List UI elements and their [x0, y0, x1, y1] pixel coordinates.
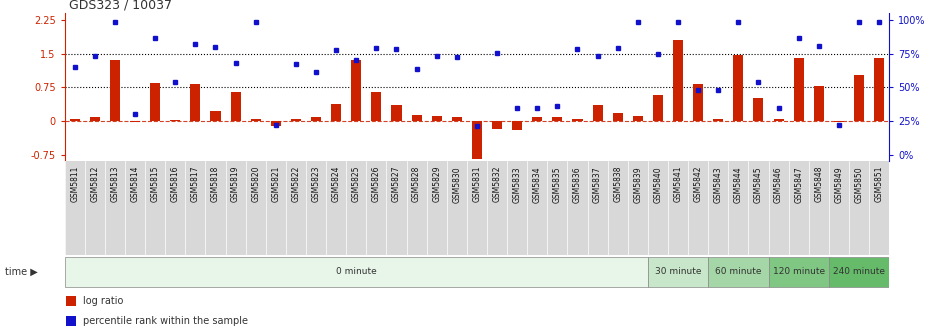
Bar	[513, 121, 522, 130]
Bar	[829, 257, 889, 287]
Bar	[874, 58, 884, 121]
Bar	[271, 121, 281, 126]
Text: 0 minute: 0 minute	[336, 267, 377, 276]
Text: GSM5812: GSM5812	[90, 166, 99, 202]
Bar	[291, 119, 301, 121]
Text: GSM5850: GSM5850	[855, 166, 864, 203]
Bar	[67, 296, 76, 306]
Text: GSM5813: GSM5813	[110, 166, 120, 203]
Text: GSM5828: GSM5828	[412, 166, 421, 202]
Text: percentile rank within the sample: percentile rank within the sample	[83, 316, 248, 326]
Bar	[533, 117, 542, 121]
Text: 240 minute: 240 minute	[833, 267, 885, 276]
Bar	[65, 257, 648, 287]
Bar	[573, 119, 583, 121]
Text: GSM5848: GSM5848	[814, 166, 824, 203]
Text: GSM5814: GSM5814	[130, 166, 140, 203]
Text: GSM5833: GSM5833	[513, 166, 522, 203]
Bar	[814, 86, 824, 121]
Bar	[351, 60, 361, 121]
Text: GSM5836: GSM5836	[573, 166, 582, 203]
Bar	[492, 121, 502, 129]
Text: GDS323 / 10037: GDS323 / 10037	[69, 0, 172, 12]
Text: GSM5826: GSM5826	[372, 166, 381, 203]
Text: GSM5834: GSM5834	[533, 166, 542, 203]
Bar	[251, 119, 261, 121]
Bar	[170, 120, 181, 121]
Text: GSM5818: GSM5818	[211, 166, 220, 202]
Text: 60 minute: 60 minute	[715, 267, 762, 276]
Bar	[67, 316, 76, 326]
Bar	[190, 84, 201, 121]
Bar	[648, 257, 708, 287]
Bar	[432, 117, 441, 121]
Text: GSM5815: GSM5815	[150, 166, 160, 203]
Bar	[632, 116, 643, 121]
Text: GSM5824: GSM5824	[332, 166, 340, 203]
Text: GSM5845: GSM5845	[754, 166, 763, 203]
Bar	[592, 105, 603, 121]
Bar	[110, 60, 120, 121]
Text: GSM5819: GSM5819	[231, 166, 240, 203]
Bar	[673, 40, 683, 121]
Bar	[230, 92, 241, 121]
Bar	[753, 98, 764, 121]
Bar	[392, 105, 401, 121]
Bar	[794, 58, 804, 121]
Text: GSM5827: GSM5827	[392, 166, 401, 203]
Text: GSM5831: GSM5831	[473, 166, 481, 203]
Text: GSM5811: GSM5811	[70, 166, 79, 202]
Text: 120 minute: 120 minute	[772, 267, 825, 276]
Text: GSM5844: GSM5844	[734, 166, 743, 203]
Bar	[713, 119, 724, 121]
Text: log ratio: log ratio	[83, 296, 124, 306]
Bar	[693, 84, 703, 121]
Text: GSM5830: GSM5830	[453, 166, 461, 203]
Bar	[69, 119, 80, 121]
Bar	[89, 117, 100, 121]
Bar	[733, 55, 744, 121]
Bar	[150, 83, 160, 121]
Text: GSM5816: GSM5816	[171, 166, 180, 203]
Text: GSM5835: GSM5835	[553, 166, 562, 203]
Text: GSM5838: GSM5838	[613, 166, 622, 203]
Bar	[210, 111, 221, 121]
Text: GSM5822: GSM5822	[291, 166, 301, 202]
Text: GSM5846: GSM5846	[774, 166, 783, 203]
Text: time ▶: time ▶	[5, 267, 37, 277]
Bar	[768, 257, 829, 287]
Bar	[331, 104, 341, 121]
Bar	[371, 92, 381, 121]
Bar	[773, 119, 784, 121]
Bar	[412, 115, 421, 121]
Bar	[708, 257, 768, 287]
Text: GSM5821: GSM5821	[271, 166, 281, 202]
Text: GSM5851: GSM5851	[875, 166, 883, 203]
Text: GSM5817: GSM5817	[191, 166, 200, 203]
Bar	[553, 117, 562, 121]
Bar	[834, 121, 844, 122]
Bar	[452, 117, 462, 121]
Text: GSM5841: GSM5841	[673, 166, 683, 203]
Bar	[311, 117, 321, 121]
Text: GSM5825: GSM5825	[352, 166, 360, 203]
Bar	[612, 113, 623, 121]
Text: GSM5832: GSM5832	[493, 166, 501, 203]
Text: GSM5849: GSM5849	[834, 166, 844, 203]
Text: 30 minute: 30 minute	[655, 267, 701, 276]
Bar	[653, 95, 663, 121]
Text: GSM5839: GSM5839	[633, 166, 642, 203]
Text: GSM5842: GSM5842	[693, 166, 703, 203]
Bar	[854, 75, 864, 121]
Text: GSM5823: GSM5823	[312, 166, 320, 203]
Bar	[472, 121, 482, 159]
Text: GSM5840: GSM5840	[653, 166, 663, 203]
Text: GSM5829: GSM5829	[432, 166, 441, 203]
Text: GSM5837: GSM5837	[593, 166, 602, 203]
Text: GSM5820: GSM5820	[251, 166, 261, 203]
Bar	[130, 121, 140, 122]
Text: GSM5843: GSM5843	[714, 166, 723, 203]
Text: GSM5847: GSM5847	[794, 166, 804, 203]
